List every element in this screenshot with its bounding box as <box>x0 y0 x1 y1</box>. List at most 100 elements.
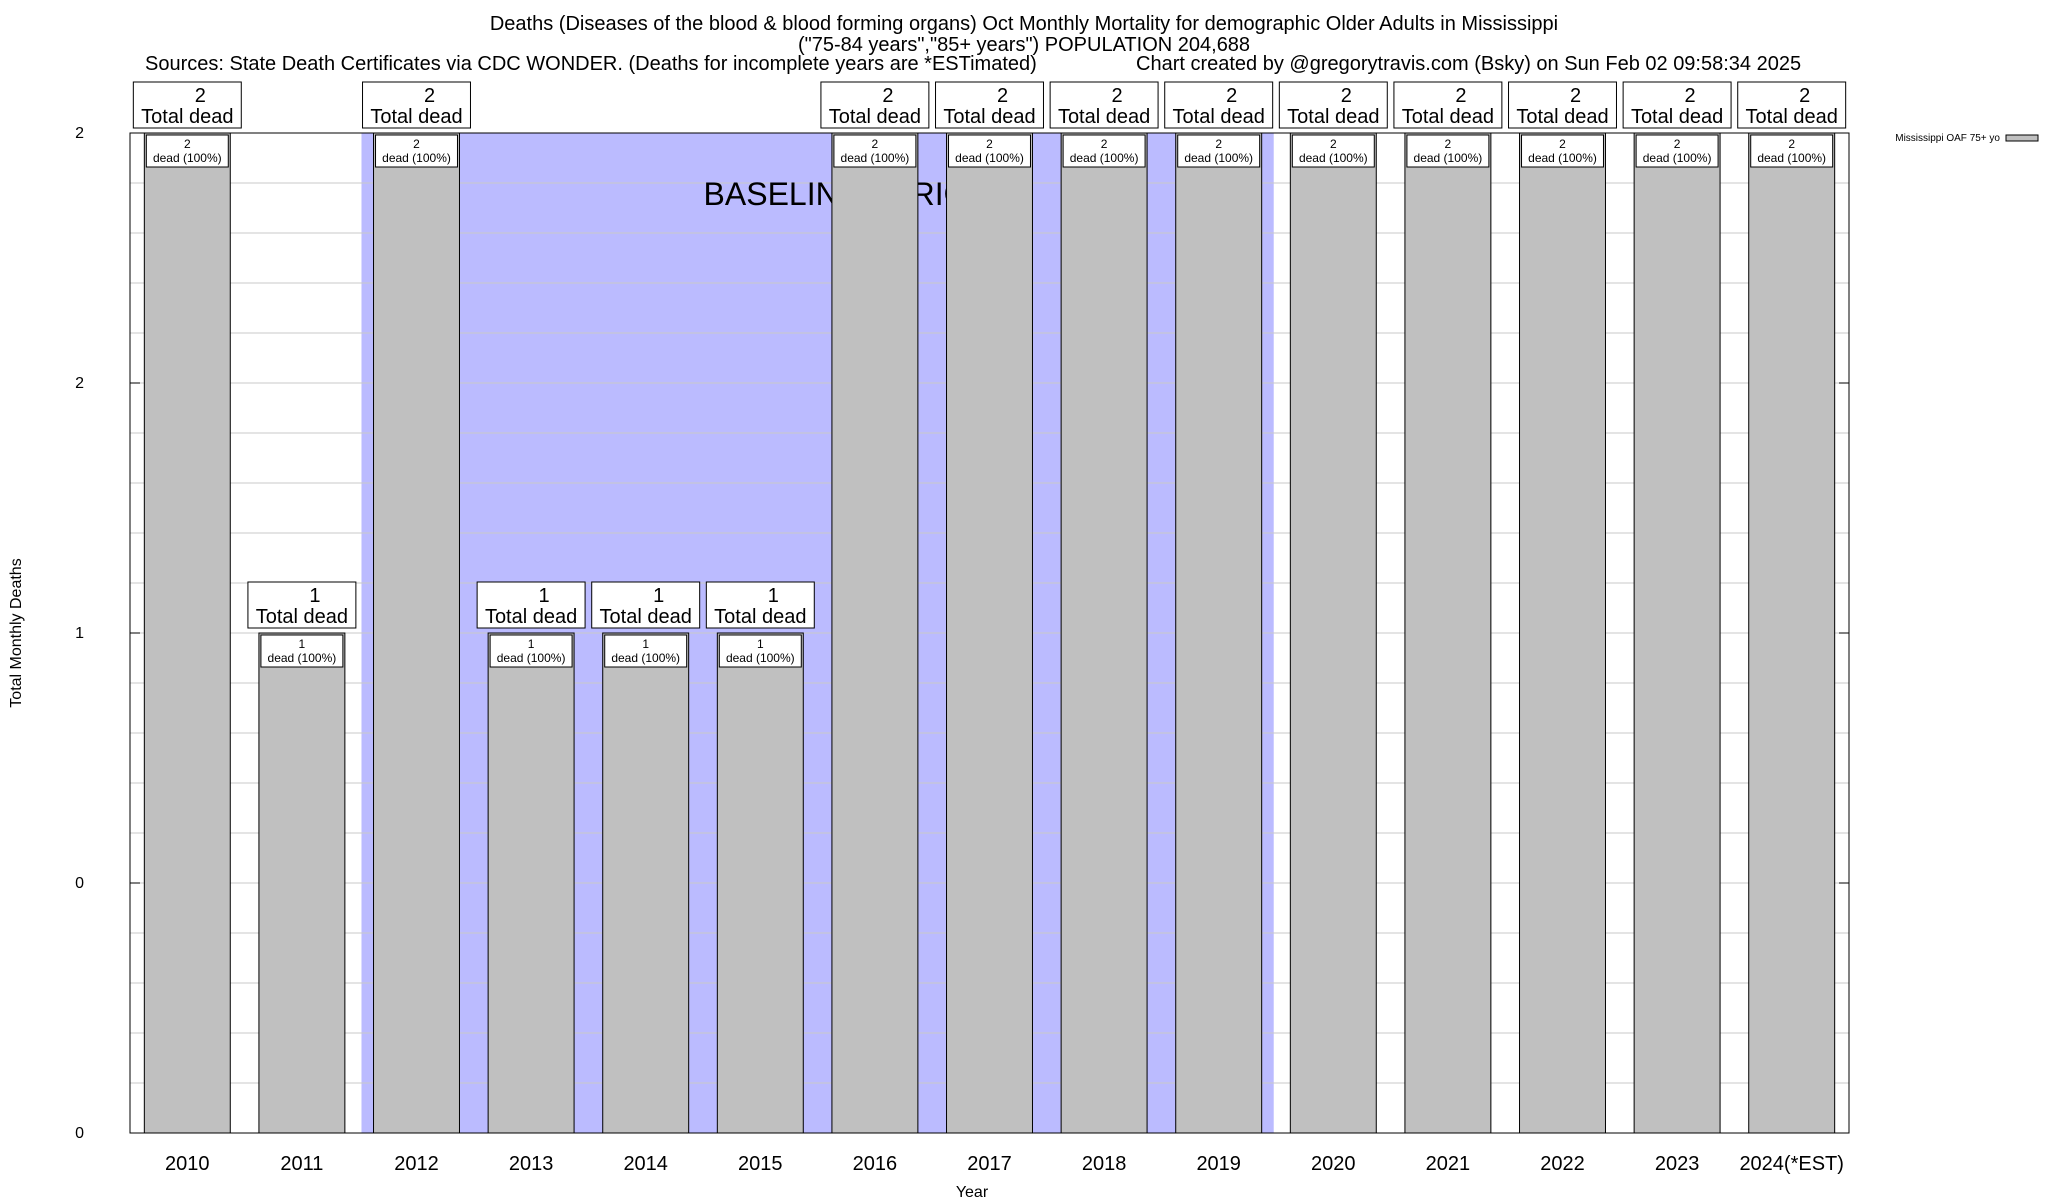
top-label-text: Total dead <box>141 106 233 128</box>
top-label-box <box>591 581 701 629</box>
x-tick-label: 2019 <box>1196 1153 1241 1175</box>
top-label-text: Total dead <box>714 606 806 628</box>
inner-label-count: 2 <box>1215 137 1222 151</box>
inner-label-count: 2 <box>184 137 191 151</box>
inner-label-box <box>833 134 917 168</box>
bar-2010 <box>143 132 231 1134</box>
top-label-count: 2 <box>424 85 435 107</box>
inner-label-count: 2 <box>413 137 420 151</box>
chart-subtitle: ("75-84 years","85+ years") POPULATION 2… <box>797 34 1251 56</box>
x-tick-label: 2017 <box>967 1153 1012 1175</box>
top-label-count: 2 <box>1112 85 1123 107</box>
x-tick-label: 2020 <box>1311 1153 1356 1175</box>
inner-label-box <box>718 634 802 668</box>
top-label-text: Total dead <box>1402 106 1494 128</box>
x-tick-label: 2012 <box>394 1153 439 1175</box>
top-label-box <box>1278 81 1388 129</box>
x-tick-label: 2021 <box>1426 1153 1471 1175</box>
x-tick-label: 2024(*EST) <box>1739 1153 1844 1175</box>
x-tick-label: 2015 <box>738 1153 783 1175</box>
top-label-text: Total dead <box>943 106 1035 128</box>
legend-label: Mississippi OAF 75+ yo <box>1895 133 2000 144</box>
inner-label-pct: dead (100%) <box>1070 151 1139 165</box>
top-label-text: Total dead <box>1516 106 1608 128</box>
top-label-text: Total dead <box>600 606 692 628</box>
top-label-box <box>1622 81 1732 129</box>
top-label-text: Total dead <box>485 606 577 628</box>
inner-label-pct: dead (100%) <box>1299 151 1368 165</box>
x-tick-label: 2010 <box>165 1153 210 1175</box>
bar-2017 <box>946 132 1033 1134</box>
inner-label-count: 2 <box>1445 137 1452 151</box>
inner-label-box <box>260 634 344 668</box>
inner-label-box <box>1406 134 1490 168</box>
inner-label-count: 2 <box>986 137 993 151</box>
top-label-box <box>1164 81 1274 129</box>
bar-2019 <box>1175 132 1263 1134</box>
top-label-count: 2 <box>1570 85 1581 107</box>
inner-label-count: 2 <box>1674 137 1681 151</box>
y-tick-label: 1 <box>75 625 84 642</box>
x-tick-label: 2022 <box>1540 1153 1585 1175</box>
chart-credit: Chart created by @gregorytravis.com (Bsk… <box>1136 53 1802 75</box>
bar-2013 <box>487 632 575 1134</box>
bar-2015 <box>716 632 804 1134</box>
top-label-text: Total dead <box>1173 106 1265 128</box>
inner-label-count: 2 <box>1788 137 1795 151</box>
x-tick-label: 2023 <box>1655 1153 1700 1175</box>
bar-2023 <box>1633 132 1721 1134</box>
top-label-box <box>362 81 471 129</box>
top-label-text: Total dead <box>256 606 348 628</box>
inner-label-pct: dead (100%) <box>1414 151 1483 165</box>
bar-2020 <box>1289 132 1377 1134</box>
inner-label-box <box>1521 134 1604 168</box>
top-label-box <box>1508 81 1617 129</box>
x-tick-label: 2011 <box>280 1153 323 1175</box>
inner-label-count: 1 <box>299 637 306 651</box>
top-label-count: 1 <box>539 585 550 607</box>
y-axis-label: Total Monthly Deaths <box>8 558 25 707</box>
bar-2012 <box>373 132 460 1134</box>
top-label-count: 2 <box>1455 85 1466 107</box>
top-label-text: Total dead <box>1746 106 1838 128</box>
top-label-text: Total dead <box>1058 106 1150 128</box>
inner-label-pct: dead (100%) <box>382 151 451 165</box>
top-label-box <box>1049 81 1159 129</box>
legend-swatch <box>2005 134 2039 142</box>
inner-label-count: 1 <box>642 637 649 651</box>
y-tick-label: 2 <box>75 125 84 142</box>
bar-2024(*EST) <box>1748 132 1836 1134</box>
x-tick-label: 2016 <box>853 1153 898 1175</box>
inner-label-count: 2 <box>1330 137 1337 151</box>
top-label-count: 2 <box>195 85 206 107</box>
inner-label-box <box>1177 134 1261 168</box>
top-label-count: 2 <box>1226 85 1237 107</box>
inner-label-count: 2 <box>872 137 879 151</box>
inner-label-pct: dead (100%) <box>268 651 337 665</box>
x-tick-label: 2014 <box>623 1153 668 1175</box>
top-label-count: 2 <box>1341 85 1352 107</box>
y-tick-label: 2 <box>75 375 84 392</box>
bar-2022 <box>1519 132 1606 1134</box>
y-tick-label: 0 <box>75 1125 84 1142</box>
top-label-box <box>705 581 815 629</box>
top-label-box <box>935 81 1044 129</box>
bar-2021 <box>1404 132 1492 1134</box>
inner-label-pct: dead (100%) <box>153 151 222 165</box>
inner-label-box <box>1291 134 1375 168</box>
top-label-text: Total dead <box>829 106 921 128</box>
bar-2014 <box>602 632 690 1134</box>
top-label-text: Total dead <box>370 106 462 128</box>
top-label-count: 1 <box>653 585 664 607</box>
inner-label-box <box>375 134 458 168</box>
chart-title: Deaths (Diseases of the blood & blood fo… <box>489 13 1559 35</box>
inner-label-count: 2 <box>1101 137 1108 151</box>
inner-label-pct: dead (100%) <box>841 151 910 165</box>
inner-label-pct: dead (100%) <box>726 651 795 665</box>
inner-label-box <box>604 634 688 668</box>
bar-2018 <box>1060 132 1148 1134</box>
inner-label-pct: dead (100%) <box>497 651 566 665</box>
chart-sources: Sources: State Death Certificates via CD… <box>145 53 1037 75</box>
bar-2016 <box>831 132 919 1134</box>
